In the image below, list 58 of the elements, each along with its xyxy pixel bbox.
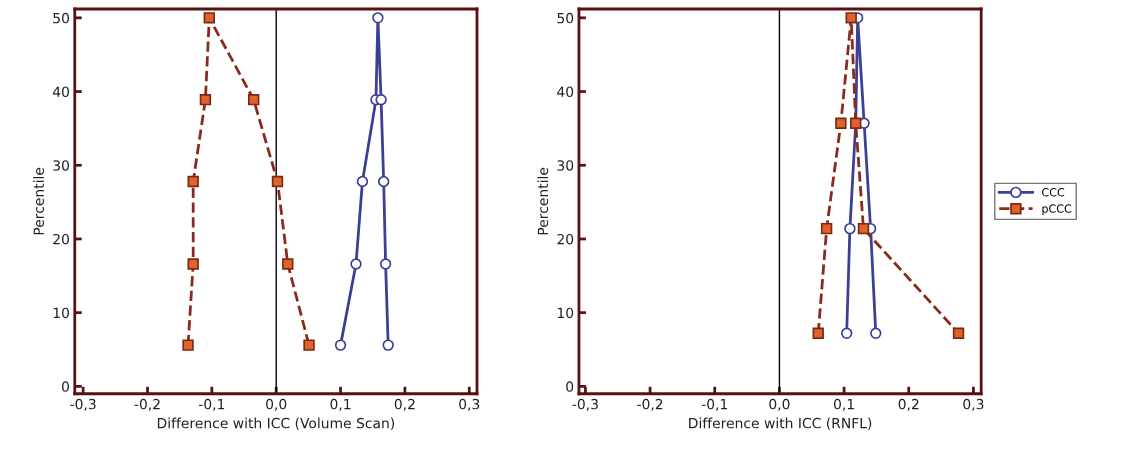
point bbox=[334, 339, 347, 351]
point bbox=[375, 93, 387, 106]
x-axis-title: Difference with ICC (RNFL) bbox=[689, 417, 872, 430]
point bbox=[840, 327, 853, 340]
point bbox=[812, 327, 824, 340]
x-tick-label: 0,2 bbox=[394, 398, 415, 411]
y-axis-title: Percentile bbox=[537, 167, 549, 235]
point bbox=[845, 12, 857, 24]
y-tick-label: 10 bbox=[557, 307, 574, 319]
point bbox=[350, 258, 362, 270]
point bbox=[377, 175, 390, 188]
y-tick-label: 30 bbox=[53, 160, 69, 171]
point bbox=[203, 12, 215, 24]
point bbox=[379, 258, 392, 270]
legend-label: pCCC bbox=[1042, 204, 1072, 215]
point bbox=[835, 117, 847, 129]
point bbox=[844, 222, 856, 235]
y-tick-label: 0 bbox=[566, 381, 574, 392]
point bbox=[382, 339, 394, 351]
point bbox=[282, 258, 294, 270]
x-tick-label: 0,1 bbox=[833, 398, 854, 411]
y-tick-label: 50 bbox=[53, 12, 69, 24]
point bbox=[271, 175, 284, 188]
x-tick-label: -0,2 bbox=[134, 398, 160, 411]
x-tick-label: -0,2 bbox=[637, 398, 663, 411]
point bbox=[182, 339, 194, 351]
point bbox=[303, 339, 315, 351]
point bbox=[187, 258, 199, 270]
y-tick-label: 40 bbox=[52, 86, 69, 98]
x-tick-label: -0,3 bbox=[70, 398, 96, 411]
point bbox=[952, 327, 965, 340]
point bbox=[372, 12, 384, 24]
legend-label: CCC bbox=[1042, 188, 1065, 197]
y-tick-label: 40 bbox=[557, 86, 574, 98]
x-tick-label: -0,3 bbox=[572, 398, 598, 411]
x-tick-label: 0,3 bbox=[963, 398, 984, 411]
point bbox=[187, 175, 199, 188]
y-axis-title: Percentile bbox=[33, 167, 44, 235]
point bbox=[870, 327, 882, 340]
y-tick-label: 10 bbox=[53, 307, 69, 319]
x-tick-label: 0,0 bbox=[769, 398, 790, 411]
point bbox=[199, 93, 212, 106]
x-tick-label: -0,1 bbox=[701, 398, 728, 411]
point bbox=[857, 222, 870, 235]
y-tick-label: 50 bbox=[557, 12, 574, 24]
x-tick-label: 0,3 bbox=[459, 398, 480, 411]
y-tick-label: 20 bbox=[557, 233, 574, 245]
y-tick-label: 30 bbox=[557, 160, 574, 171]
x-axis-title: Difference with ICC (Volume Scan) bbox=[157, 417, 395, 430]
x-tick-label: 0,1 bbox=[330, 398, 351, 411]
point bbox=[356, 175, 369, 188]
y-tick-label: 0 bbox=[62, 381, 69, 392]
x-tick-label: 0,0 bbox=[266, 398, 287, 411]
point bbox=[820, 222, 833, 235]
x-tick-label: -0,1 bbox=[198, 398, 225, 411]
x-tick-label: 0,2 bbox=[898, 398, 919, 411]
y-tick-label: 20 bbox=[53, 233, 69, 245]
point bbox=[247, 93, 260, 106]
